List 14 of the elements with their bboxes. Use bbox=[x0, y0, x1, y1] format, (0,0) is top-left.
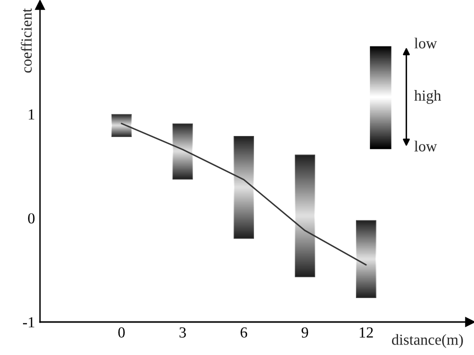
y-axis-title: coefficient bbox=[20, 8, 32, 73]
x-axis-title: distance(m) bbox=[392, 334, 463, 348]
y-tick-label: -1 bbox=[22, 317, 34, 328]
x-tick-label: 6 bbox=[240, 327, 248, 338]
annotation: high bbox=[414, 90, 442, 104]
y-tick-label: 1 bbox=[28, 109, 34, 120]
y-tick-label: 0 bbox=[28, 213, 35, 224]
annotation: low bbox=[414, 38, 437, 48]
x-tick-label: 3 bbox=[180, 327, 186, 338]
x-tick-label: 9 bbox=[302, 327, 308, 338]
x-tick-label: 12 bbox=[360, 327, 373, 338]
annotation: low bbox=[414, 140, 437, 152]
line-series bbox=[120, 122, 367, 266]
x-tick-label: 0 bbox=[118, 327, 125, 338]
